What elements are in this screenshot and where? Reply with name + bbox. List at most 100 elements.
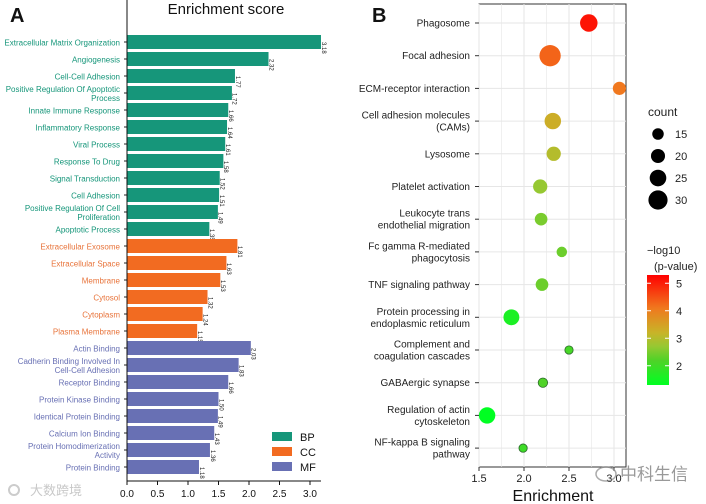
watermark-icon (595, 466, 617, 482)
legend-swatch-cc (272, 447, 292, 456)
watermark-icon (8, 484, 20, 496)
category-label: Complement and coagulation cascades (374, 340, 470, 363)
data-point (564, 345, 574, 355)
bar (127, 103, 229, 117)
category-label: ECM-receptor interaction (359, 84, 470, 95)
category-label: Cell-Cell Adhesion (55, 73, 120, 82)
category-label: Cell adhesion molecules (CAMs) (362, 111, 470, 134)
size-legend-label: 30 (675, 195, 687, 207)
value-label: 1.43 (213, 433, 219, 445)
category-label: Actin Binding (73, 345, 120, 354)
value-label: 1.32 (206, 297, 212, 309)
category-label: Fc gamma R-mediated phagocytosis (368, 241, 470, 264)
bar (127, 188, 220, 202)
value-label: 1.50 (217, 399, 223, 411)
data-point (518, 443, 528, 453)
x-tick-label: 1.0 (181, 489, 195, 500)
category-label: Response To Drug (54, 158, 120, 167)
category-label: Receptor Binding (59, 379, 120, 388)
category-label: Innate Immune Response (28, 107, 120, 116)
data-point (503, 309, 520, 326)
category-label: Lysosome (425, 149, 471, 160)
color-bar (647, 275, 669, 385)
bar (127, 154, 224, 168)
category-label: Extracellular Space (51, 260, 120, 269)
category-label: Protein Kinase Binding (39, 396, 120, 405)
bar (127, 205, 218, 219)
data-point (537, 377, 549, 388)
bar (127, 273, 221, 287)
category-label: Cell Adhesion (71, 192, 120, 201)
category-label: Positive Regulation Of Apoptotic Process (6, 85, 120, 103)
x-tick-label: 0.0 (120, 489, 134, 500)
value-label: 1.35 (208, 229, 214, 241)
bar (127, 375, 229, 389)
color-legend-label: 3 (676, 333, 682, 345)
category-label: Membrane (82, 277, 121, 286)
bar (127, 392, 219, 406)
panel-label-b: B (372, 5, 386, 27)
value-label: 1.81 (236, 246, 242, 258)
category-label: Inflammatory Response (36, 124, 121, 133)
category-label: Cadherin Binding Involved In Cell-Cell Ad… (18, 357, 120, 375)
x-tick-label: 2.0 (516, 473, 531, 485)
category-label: Identical Protein Binding (34, 413, 120, 422)
size-legend-label: 25 (675, 173, 687, 185)
size-legend-dot (649, 169, 667, 187)
bar (127, 222, 210, 236)
category-label: TNF signaling pathway (368, 280, 470, 291)
value-label: 2.03 (250, 348, 256, 360)
category-label: Viral Process (73, 141, 120, 150)
data-point (478, 407, 496, 424)
bar (127, 86, 232, 100)
category-label: Signal Transduction (50, 175, 120, 184)
bar (127, 171, 220, 185)
bar (127, 137, 226, 151)
value-label: 1.72 (231, 93, 237, 105)
size-legend-title: count (648, 105, 678, 119)
value-label: 1.49 (217, 212, 223, 224)
size-legend-dot (652, 128, 664, 140)
data-point (544, 112, 562, 130)
data-point (556, 246, 568, 258)
legend-label-bp: BP (300, 432, 315, 444)
category-label: Regulation of actin cytoskeleton (387, 405, 470, 428)
value-label: 1.49 (217, 416, 223, 428)
color-legend-subtitle: (p-value) (654, 261, 697, 273)
panel-label-a: A (10, 5, 24, 27)
category-label: Platelet activation (392, 182, 470, 193)
category-label: Plasma Membrane (53, 328, 121, 337)
x-tick-label: 0.5 (151, 489, 165, 500)
bar (127, 69, 235, 83)
bar (127, 409, 218, 423)
category-label: Calcium Ion Binding (49, 430, 120, 439)
x-tick-label: 2.5 (273, 489, 287, 500)
value-label: 2.32 (267, 59, 273, 71)
legend-swatch-mf (272, 462, 292, 471)
category-label: Protein processing in endoplasmic reticul… (371, 307, 471, 330)
data-point (534, 212, 548, 226)
x-axis-title: Enrichment (513, 488, 594, 504)
value-label: 1.24 (201, 314, 207, 326)
legend-swatch-bp (272, 432, 292, 441)
value-label: 1.63 (225, 263, 231, 275)
bar (127, 239, 238, 253)
bar (127, 52, 269, 66)
x-tick-label: 2.5 (561, 473, 576, 485)
x-tick-label: 1.5 (212, 489, 226, 500)
value-label: 1.52 (219, 178, 225, 190)
value-label: 1.64 (226, 127, 232, 139)
size-legend-label: 15 (675, 129, 687, 141)
bar (127, 324, 198, 338)
color-legend-label: 5 (676, 278, 682, 290)
size-legend-dot (650, 148, 666, 164)
value-label: 1.15 (196, 331, 202, 343)
category-label: Protein Homodimerization Activity (28, 442, 120, 460)
value-label: 3.18 (320, 42, 326, 54)
bar (127, 120, 228, 134)
x-tick-label: 1.5 (471, 473, 486, 485)
bar (127, 290, 208, 304)
watermark-logo-a: 大数跨境 (30, 483, 82, 498)
color-legend-label: 2 (676, 361, 682, 373)
